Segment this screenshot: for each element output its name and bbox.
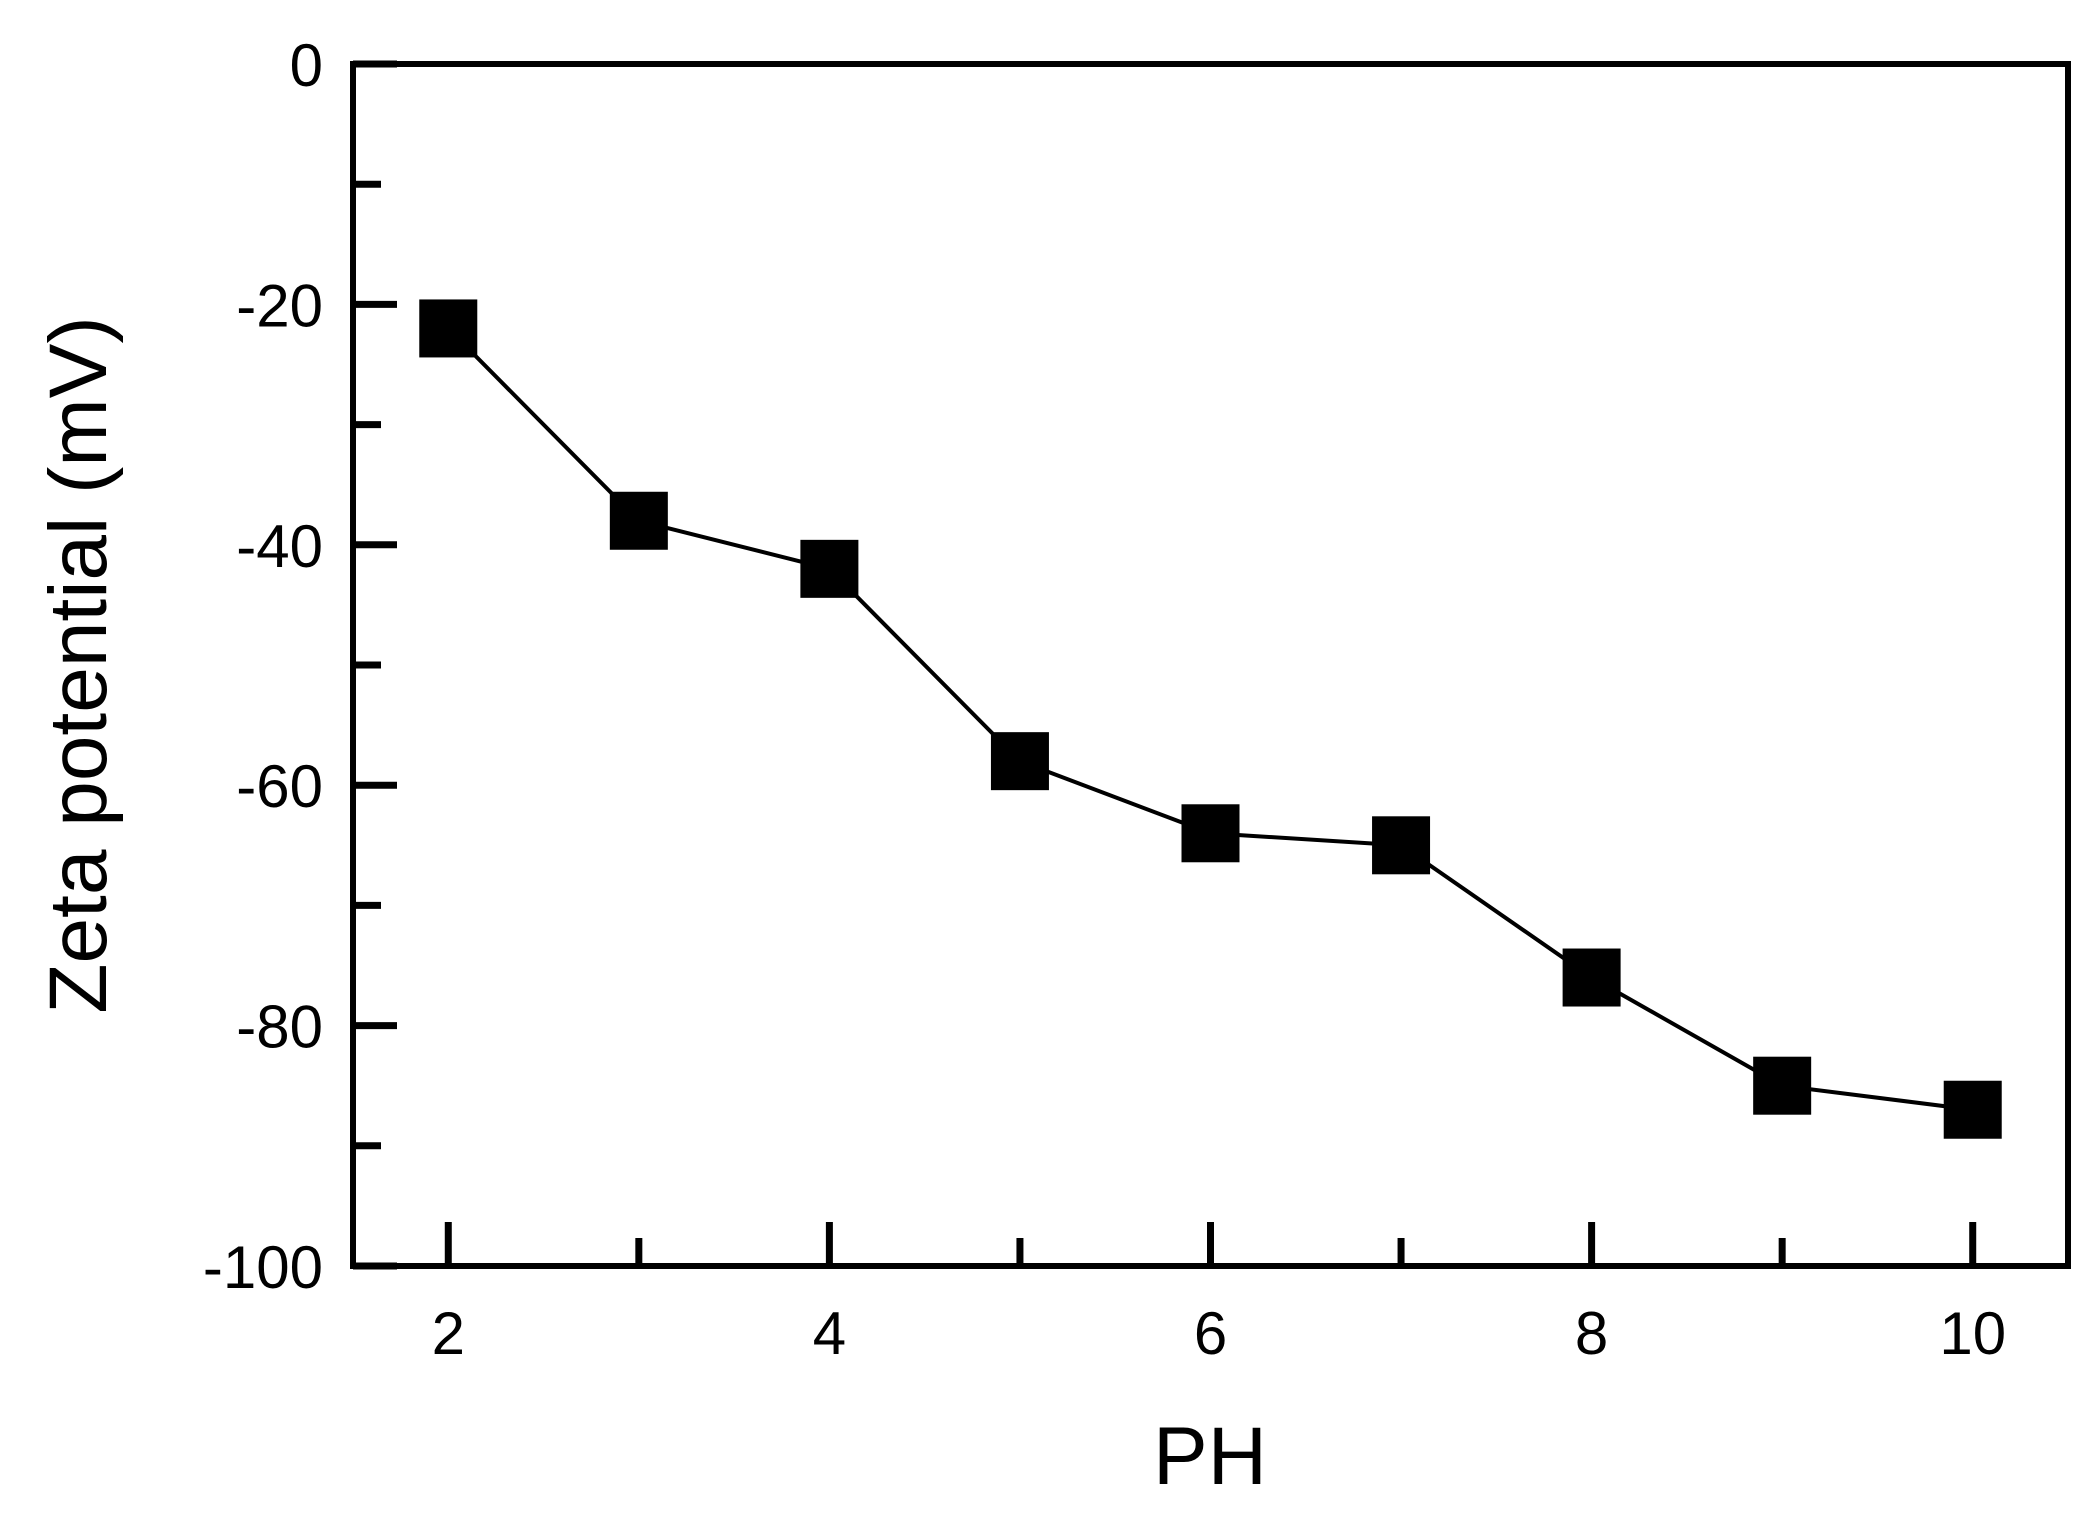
data-point-marker: [609, 491, 668, 550]
series-layer: [419, 299, 2002, 1139]
y-tick-label: -60: [236, 753, 323, 820]
x-tick-label: 10: [1939, 1300, 2006, 1367]
data-point-marker: [800, 539, 859, 598]
y-tick-label: -40: [236, 513, 323, 580]
x-tick-label: 8: [1575, 1300, 1608, 1367]
data-point-marker: [990, 732, 1049, 791]
data-point-marker: [1181, 804, 1240, 863]
x-axis-title: PH: [1153, 1411, 1267, 1502]
data-point-marker: [419, 299, 478, 358]
y-tick-label: 0: [290, 32, 323, 99]
data-point-marker: [1943, 1080, 2002, 1139]
y-tick-label: -20: [236, 272, 323, 339]
data-point-marker: [1372, 816, 1431, 875]
y-tick-label: -80: [236, 994, 323, 1061]
y-tick-label: -100: [203, 1234, 323, 1301]
y-axis-ticks: 0 -20 -40 -60 -80 -100: [203, 32, 397, 1301]
data-point-marker: [1753, 1056, 1812, 1115]
series-line: [446, 327, 1973, 1112]
x-tick-label: 6: [1194, 1300, 1227, 1367]
x-axis-ticks: 2 4 6 8 10: [432, 1222, 2006, 1367]
x-tick-label: 2: [432, 1300, 465, 1367]
data-point-marker: [1562, 948, 1621, 1007]
x-tick-label: 4: [813, 1300, 846, 1367]
y-axis-title: Zeta potential (mV): [33, 316, 124, 1013]
